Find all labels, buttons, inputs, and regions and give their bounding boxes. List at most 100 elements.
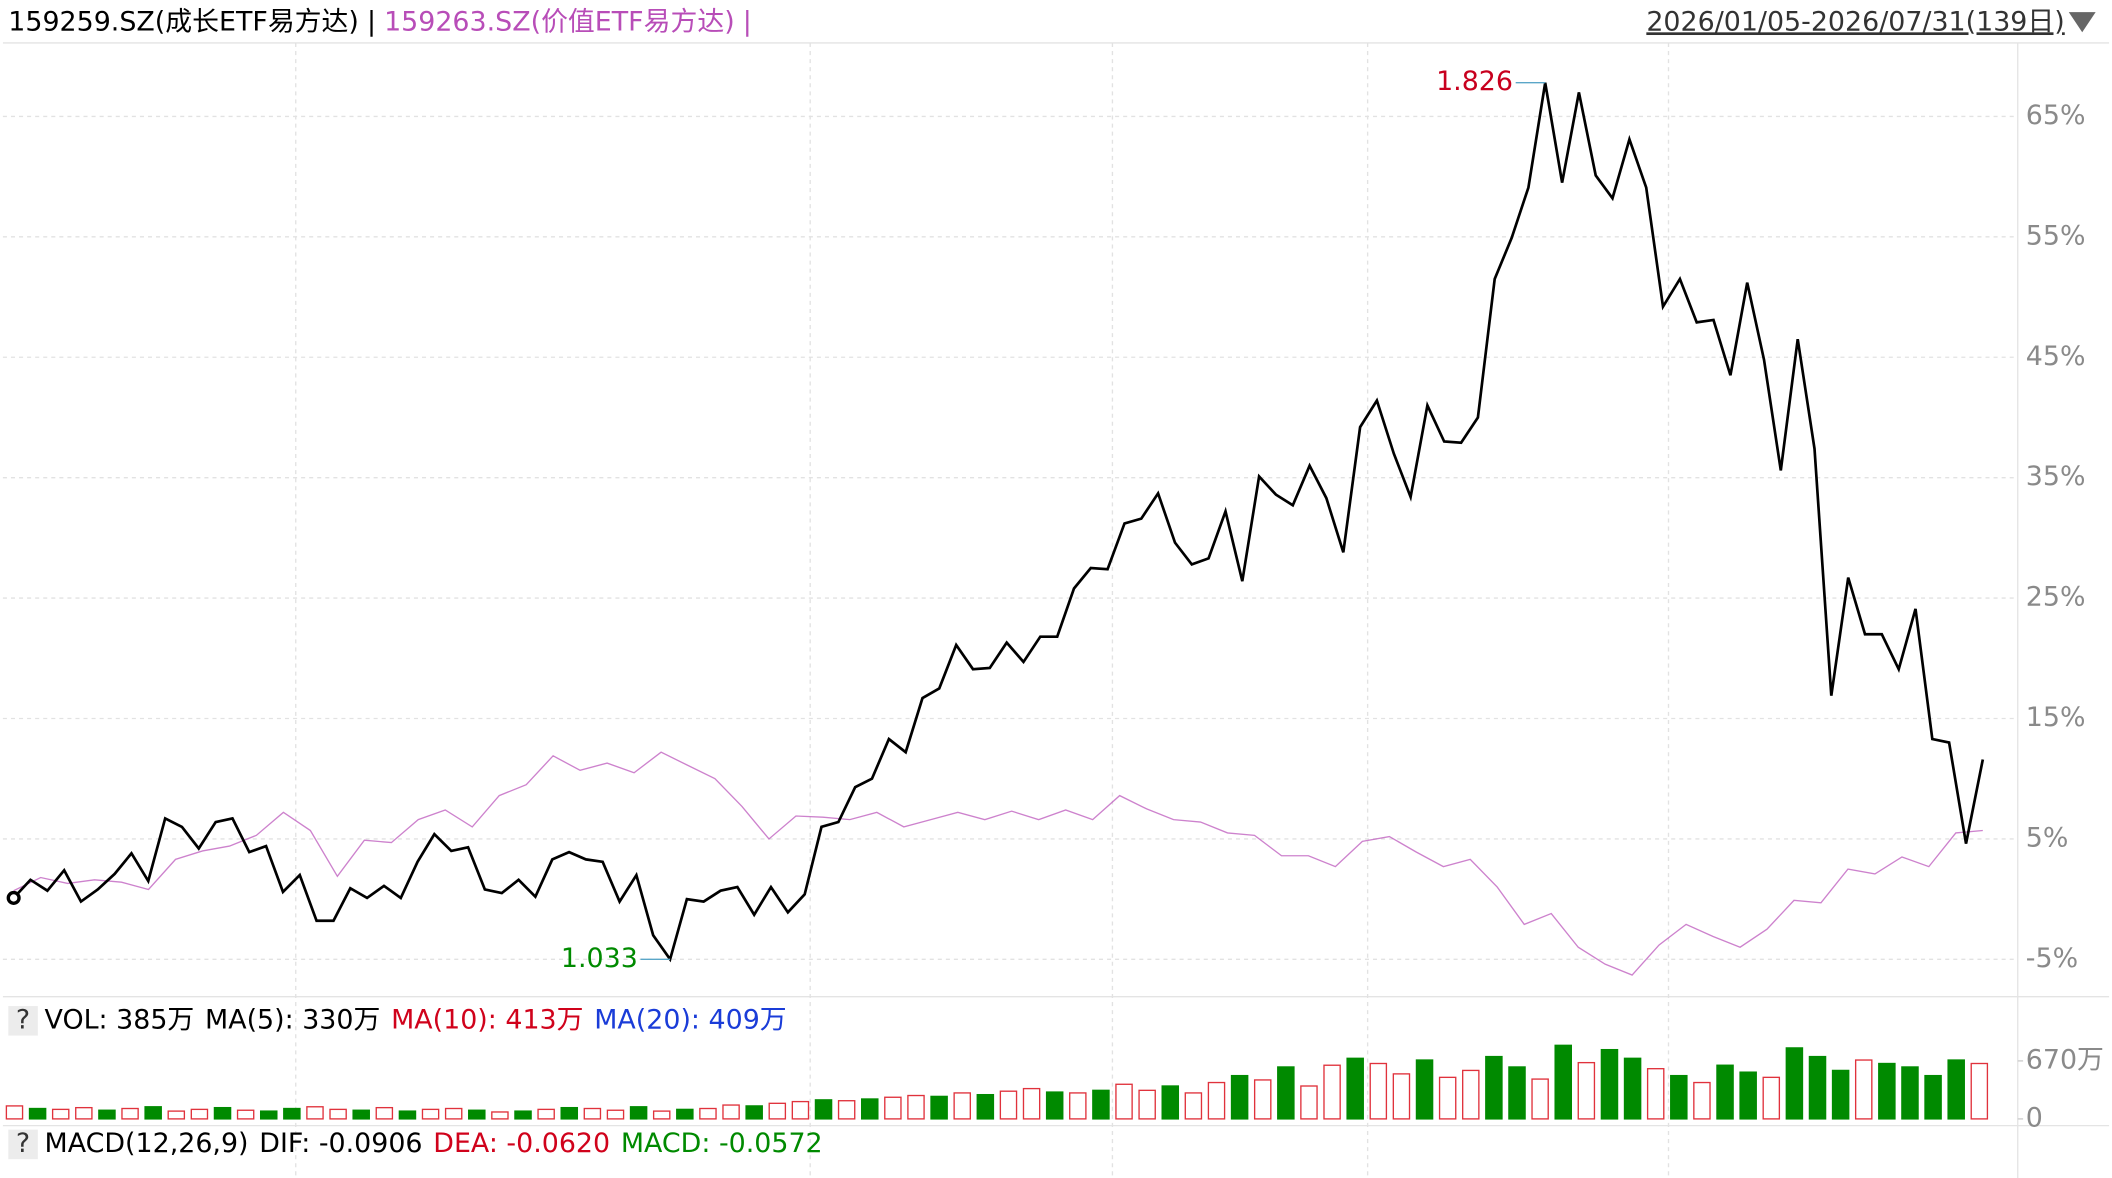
volume-bar xyxy=(1392,1073,1411,1120)
volume-bar xyxy=(1092,1089,1110,1120)
volume-bar xyxy=(167,1110,186,1120)
volume-bar xyxy=(629,1106,648,1120)
volume-bar xyxy=(1854,1059,1873,1120)
y-tick-label: 5% xyxy=(2026,822,2069,853)
volume-bar xyxy=(375,1106,394,1120)
help-icon-bg xyxy=(8,1129,38,1160)
separator: | xyxy=(743,6,752,37)
volume-bar xyxy=(1462,1069,1480,1120)
volume-bar xyxy=(1531,1078,1549,1120)
volume-bar xyxy=(1623,1057,1642,1120)
volume-bar xyxy=(560,1106,579,1120)
series-line xyxy=(12,82,1985,963)
volume-bar xyxy=(860,1098,879,1120)
volume-bar xyxy=(98,1109,116,1120)
volume-bar xyxy=(283,1107,301,1120)
volume-bar xyxy=(1947,1059,1965,1120)
volume-bar xyxy=(999,1090,1018,1120)
volume-bar xyxy=(1207,1081,1226,1120)
volume-bar xyxy=(907,1094,925,1120)
legend-entry: 159259.SZ(成长ETF易方达) xyxy=(8,6,359,37)
volume-bar xyxy=(1138,1089,1156,1120)
volume-bar xyxy=(28,1107,47,1120)
legend-entry: MACD: -0.0572 xyxy=(621,1128,823,1159)
volume-bar xyxy=(1485,1055,1503,1120)
volume-bar xyxy=(699,1107,717,1120)
volume-bar xyxy=(976,1093,995,1120)
y-tick-label: 670万 xyxy=(2026,1044,2104,1075)
volume-bar xyxy=(930,1095,948,1120)
volume-bar xyxy=(1970,1062,1989,1120)
volume-bar xyxy=(1300,1085,1318,1120)
volume-bar xyxy=(1739,1071,1757,1120)
volume-bar xyxy=(1323,1064,1341,1120)
volume-bar xyxy=(837,1100,856,1120)
volume-bar xyxy=(1693,1081,1711,1120)
volume-bar xyxy=(75,1106,93,1120)
help-icon-bg xyxy=(8,1006,38,1036)
volume-bar xyxy=(1716,1064,1734,1120)
volume-bar xyxy=(606,1109,625,1120)
volume-bar xyxy=(514,1110,532,1120)
month-grid xyxy=(295,42,1670,1178)
volume-bar xyxy=(51,1108,70,1120)
separator: | xyxy=(367,6,376,37)
volume-bar xyxy=(1069,1092,1087,1120)
legend-entry: MA(20): 409万 xyxy=(594,1004,786,1035)
help-icon[interactable]: ? xyxy=(16,1004,30,1035)
volume-bar xyxy=(1878,1062,1896,1120)
y-tick-label: 45% xyxy=(2026,341,2086,372)
volume-bar xyxy=(1438,1076,1457,1120)
y-tick-label: 35% xyxy=(2026,461,2086,492)
volume-bar xyxy=(306,1106,324,1120)
volume-bar xyxy=(468,1109,486,1120)
y-tick-label: -5% xyxy=(2026,943,2078,974)
legend-entry: 159263.SZ(价值ETF易方达) xyxy=(384,6,735,37)
volume-bar xyxy=(421,1108,440,1120)
volume-bar xyxy=(1115,1083,1133,1120)
help-icon[interactable]: ? xyxy=(16,1128,30,1159)
volume-bar xyxy=(1161,1085,1180,1120)
volume-bar xyxy=(1924,1074,1942,1120)
volume-bar xyxy=(190,1108,209,1120)
y-tick-label: 0 xyxy=(2026,1102,2043,1133)
series-line xyxy=(13,751,1983,976)
volume-bar xyxy=(144,1106,162,1120)
volume-bar xyxy=(491,1111,509,1120)
volume-bar xyxy=(537,1108,555,1120)
volume-bar xyxy=(1369,1062,1388,1120)
legend-entry: DIF: -0.0906 xyxy=(259,1128,422,1159)
volume-bar xyxy=(652,1110,671,1120)
volume-bar xyxy=(1253,1079,1272,1120)
dropdown-icon[interactable] xyxy=(2068,12,2096,33)
volume-bar xyxy=(1045,1091,1064,1120)
volume-bar xyxy=(1577,1061,1596,1120)
y-tick-label: 55% xyxy=(2026,220,2086,251)
volume-bar xyxy=(1600,1048,1619,1120)
volume-bar xyxy=(1346,1057,1364,1120)
volume-bar xyxy=(745,1105,763,1120)
volume-bar xyxy=(676,1108,694,1120)
volume-bar xyxy=(768,1102,787,1120)
volume-bar xyxy=(1277,1066,1295,1120)
volume-bar xyxy=(121,1107,139,1120)
y-tick-label: 15% xyxy=(2026,702,2086,733)
volume-bar xyxy=(444,1107,463,1120)
volume-bar xyxy=(329,1108,347,1120)
volume-bar xyxy=(814,1099,833,1120)
volume-bar xyxy=(236,1109,255,1120)
date-range[interactable]: 2026/01/05-2026/07/31(139日) xyxy=(1646,6,2064,37)
start-marker xyxy=(6,890,21,905)
y-tick-label: 25% xyxy=(2026,582,2086,613)
volume-bar xyxy=(259,1110,278,1120)
volume-bar xyxy=(1184,1092,1203,1120)
volume-bar xyxy=(1415,1059,1434,1120)
volume-bar xyxy=(1230,1074,1249,1120)
legend-entry: MA(10): 413万 xyxy=(391,1004,583,1035)
annotation: 1.033 xyxy=(561,943,638,974)
volume-bar xyxy=(1831,1069,1850,1120)
volume-bar xyxy=(722,1104,740,1120)
legend-entry: VOL: 385万 xyxy=(45,1004,195,1035)
